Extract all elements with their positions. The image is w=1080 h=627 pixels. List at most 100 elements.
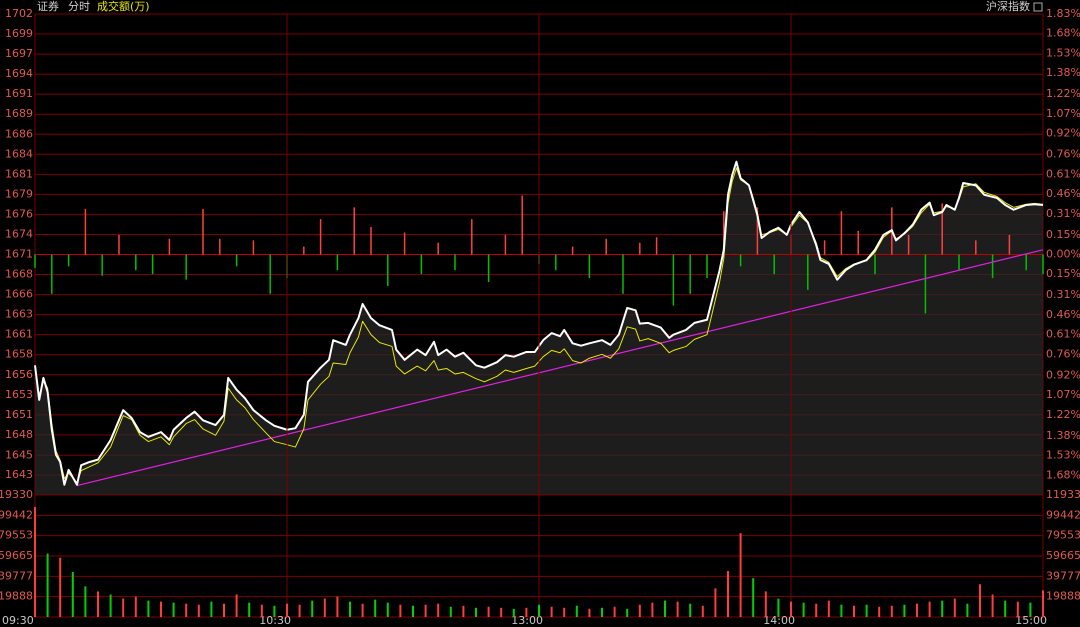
volume-bar [311,600,314,617]
volume-bar [147,600,150,617]
breadth-bar [571,246,574,255]
breadth-bar [588,254,591,279]
volume-bar [1042,590,1044,617]
y2-tick-label: 0.15% [1046,267,1080,280]
breadth-bar [840,211,843,255]
y2-tick-label: 1.68% [1046,468,1080,481]
breadth-bar [353,207,355,255]
volume-bar [386,602,389,617]
volume-bar [437,603,440,617]
breadth-bar [655,237,658,255]
breadth-bar [941,203,943,255]
volume-bar [638,604,641,617]
volume-bar [1029,602,1032,617]
breadth-bar [84,208,87,255]
volume-bar [336,596,339,617]
volume-bar [525,607,528,617]
breadth-bar [857,230,859,255]
y2-tick-label: 19888 [1046,590,1080,603]
y-tick-label: 1663 [5,308,33,321]
menu-icon[interactable] [1033,2,1043,12]
breadth-bar [639,242,641,255]
volume-bar [84,586,87,617]
y-tick-label: 1671 [5,248,33,261]
breadth-bar [924,254,927,314]
tab[interactable]: 证券 [37,0,59,13]
volume-bar [840,604,843,617]
breadth-bar [504,234,507,255]
volume-bar [323,598,326,617]
breadth-bar [420,254,423,275]
y-tick-label: 1645 [5,448,33,461]
breadth-bar [807,254,809,290]
y-tick-label: 1684 [5,147,33,160]
volume-bar [953,598,956,617]
volume-bar [626,608,629,617]
y2-tick-label: 1.07% [1046,388,1080,401]
y2-tick-label: 1.68% [1046,27,1080,40]
tab[interactable]: 分时 [68,0,90,13]
y2-tick-label: 0.46% [1046,187,1080,200]
breadth-bar [269,254,271,294]
market-label[interactable]: 沪深指数 [986,0,1030,13]
volume-bar [563,607,566,617]
volume-bar [966,603,969,617]
volume-bar [361,603,364,617]
breadth-bar [756,207,759,255]
volume-bar [752,578,755,617]
breadth-bar [185,254,187,280]
breadth-bar [168,238,171,255]
breadth-bar [773,254,775,275]
y2-tick-label: 1.07% [1046,107,1080,120]
volume-bar [928,601,931,617]
volume-bar [97,591,99,617]
y-tick-label: 1668 [5,268,33,281]
volume-bar [890,605,893,617]
y-tick-label: 1681 [5,167,33,180]
volume-bar [802,602,805,617]
y-tick-label: 1658 [5,348,33,361]
breadth-bar [471,219,473,255]
y2-tick-label: 0.00% [1046,248,1080,261]
breadth-bar [219,238,221,255]
y2-tick-label: 0.46% [1046,308,1080,321]
breadth-bar [151,254,154,275]
volume-bar [210,601,213,617]
breadth-bar [672,254,675,306]
breadth-bar [34,254,36,268]
volume-bar [424,604,427,617]
volume-bar [475,607,477,617]
y2-tick-label: 1.83% [1046,7,1080,20]
volume-bar [374,599,377,617]
volume-bar [34,506,36,617]
volume-bar [185,603,188,617]
y2-tick-label: 1.53% [1046,449,1080,462]
breadth-bar [202,208,204,255]
volume-bar [235,594,238,617]
y2-tick-label: 0.31% [1046,288,1080,301]
volume-bar [412,605,414,617]
y2-tick-label: 59665 [1046,549,1080,562]
x-tick-label: 15:00 [1015,614,1047,627]
x-tick-label: 09:30 [2,614,34,627]
breadth-bar [370,226,372,255]
y-tick-label: 1686 [5,127,33,140]
volume-bar [651,602,654,617]
y2-tick-label: 0.61% [1046,328,1080,341]
volume-bar [815,603,818,617]
breadth-bar [51,254,53,294]
volume-bar [664,600,666,617]
breadth-bar [521,195,523,255]
volume-bar [46,553,49,617]
y-tick-label: 1676 [5,207,33,220]
y-tick-label: 39777 [0,569,33,582]
y2-tick-label: 1.38% [1046,66,1080,79]
volume-bar [601,607,603,617]
volume-bar [991,594,994,617]
breadth-bar [336,254,339,271]
breadth-bar [252,240,255,255]
trend-line [76,249,1044,487]
volume-bar [727,570,729,617]
indicator-label[interactable]: 成交额(万) [97,0,150,13]
volume-bar [500,607,503,617]
